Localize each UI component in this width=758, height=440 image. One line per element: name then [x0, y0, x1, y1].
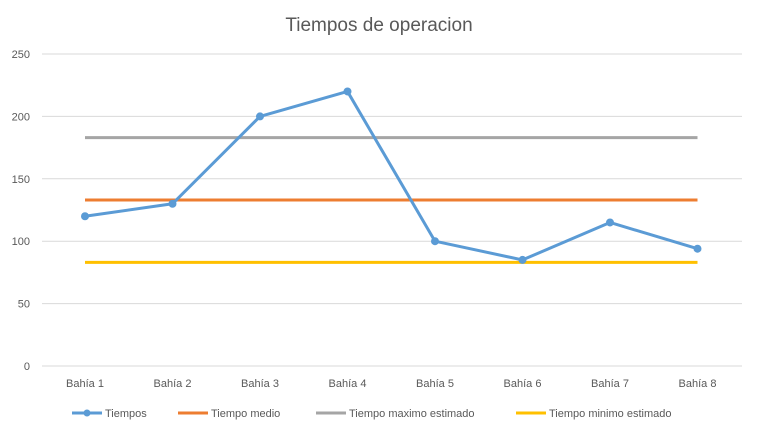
x-axis: Bahía 1 Bahía 2 Bahía 3 Bahía 4 Bahía 5 Bahía…	[66, 378, 716, 390]
legend-item: Tiempos	[72, 408, 147, 420]
legend-marker	[83, 409, 91, 417]
y-tick-label: 100	[12, 236, 30, 248]
y-tick-label: 250	[12, 49, 30, 61]
x-tick-label: Bahía 1	[66, 378, 104, 390]
data-point	[518, 255, 527, 264]
legend-label: Tiempo minimo estimado	[549, 408, 671, 420]
legend-label: Tiempos	[105, 408, 147, 420]
data-point	[256, 112, 264, 121]
y-axis: 0 50 100 150 200 250	[12, 49, 30, 373]
x-tick-label: Bahía 7	[591, 378, 629, 390]
x-tick-label: Bahía 2	[154, 378, 192, 390]
data-point	[431, 237, 439, 246]
data-point	[81, 212, 89, 221]
chart-title: Tiempos de operacion	[285, 15, 472, 36]
data-point	[343, 87, 352, 96]
y-tick-label: 200	[12, 111, 30, 123]
gridlines	[42, 53, 742, 367]
legend-label: Tiempo medio	[211, 408, 280, 420]
legend-item: Tiempo maximo estimado	[316, 408, 475, 420]
y-tick-label: 150	[12, 174, 30, 186]
x-tick-label: Bahía 5	[416, 378, 454, 390]
y-tick-label: 50	[18, 299, 30, 311]
series-line	[84, 89, 698, 262]
x-tick-label: Bahía 6	[504, 378, 542, 390]
series-0	[81, 87, 702, 264]
x-tick-label: Bahía 4	[329, 378, 367, 390]
x-tick-label: Bahía 3	[241, 378, 279, 390]
series-layer	[81, 87, 702, 264]
legend-item: Tiempo medio	[178, 408, 280, 420]
legend: Tiempos Tiempo medio Tiempo maximo estimad…	[72, 408, 671, 420]
data-point	[168, 199, 177, 208]
x-tick-label: Bahía 8	[679, 378, 717, 390]
y-tick-label: 0	[24, 361, 30, 373]
data-point	[693, 244, 702, 253]
legend-item: Tiempo minimo estimado	[516, 408, 671, 420]
data-point	[606, 218, 614, 227]
legend-label: Tiempo maximo estimado	[349, 408, 475, 420]
